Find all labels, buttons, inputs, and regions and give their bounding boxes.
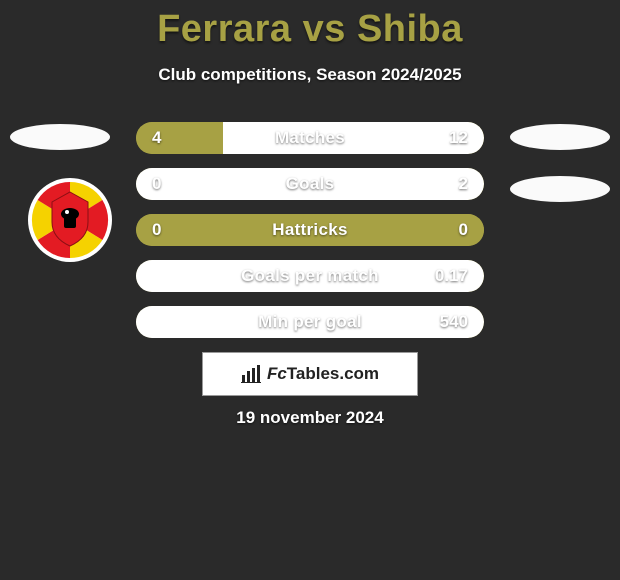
placeholder-ellipse-right-1 (510, 124, 610, 150)
stat-label: Min per goal (136, 306, 484, 338)
page-title: Ferrara vs Shiba (0, 0, 620, 51)
date-text: 19 november 2024 (0, 408, 620, 428)
stat-row: 0Hattricks0 (136, 214, 484, 246)
stat-value-right: 0 (459, 214, 468, 246)
brand-box[interactable]: FcTables.com (202, 352, 418, 396)
stat-row: 4Matches12 (136, 122, 484, 154)
stat-label: Goals per match (136, 260, 484, 292)
stat-value-right: 12 (449, 122, 468, 154)
team-badge (28, 178, 112, 262)
stat-row: Min per goal540 (136, 306, 484, 338)
stat-value-right: 540 (440, 306, 468, 338)
brand-text: FcTables.com (267, 364, 379, 384)
stat-label: Goals (136, 168, 484, 200)
stats-bars: 4Matches120Goals20Hattricks0Goals per ma… (136, 122, 484, 352)
stat-value-right: 2 (459, 168, 468, 200)
placeholder-ellipse-right-2 (510, 176, 610, 202)
placeholder-ellipse-left (10, 124, 110, 150)
stat-label: Matches (136, 122, 484, 154)
stat-label: Hattricks (136, 214, 484, 246)
stat-row: 0Goals2 (136, 168, 484, 200)
page-subtitle: Club competitions, Season 2024/2025 (0, 65, 620, 85)
stat-value-right: 0.17 (435, 260, 468, 292)
stat-row: Goals per match0.17 (136, 260, 484, 292)
bar-chart-icon (241, 365, 261, 383)
